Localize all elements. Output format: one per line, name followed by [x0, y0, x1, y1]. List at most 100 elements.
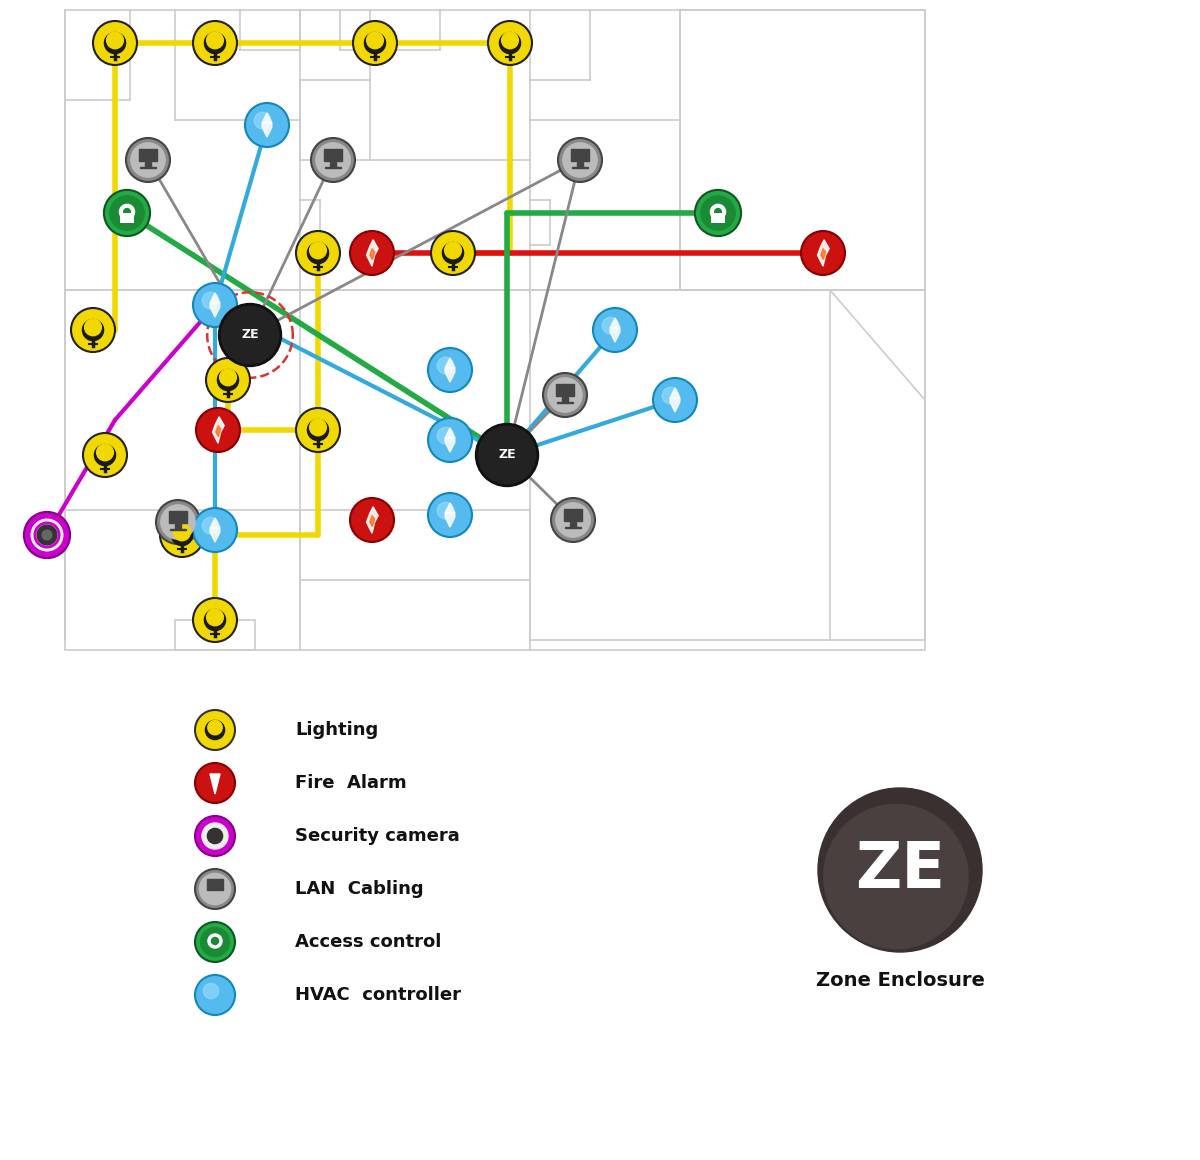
Circle shape — [296, 408, 340, 452]
Bar — [120, 213, 133, 223]
Circle shape — [203, 517, 218, 534]
Polygon shape — [366, 507, 378, 534]
Circle shape — [203, 292, 218, 309]
Circle shape — [802, 231, 845, 275]
Text: ZE: ZE — [498, 449, 516, 462]
Circle shape — [662, 387, 679, 404]
Circle shape — [823, 804, 968, 949]
Polygon shape — [210, 303, 220, 317]
Circle shape — [37, 525, 56, 545]
Circle shape — [94, 21, 137, 65]
Polygon shape — [262, 123, 272, 137]
Circle shape — [542, 374, 587, 416]
Polygon shape — [210, 528, 220, 542]
Circle shape — [563, 143, 598, 177]
Circle shape — [316, 143, 350, 177]
Circle shape — [558, 138, 602, 182]
Circle shape — [196, 408, 240, 452]
Circle shape — [204, 984, 218, 999]
Circle shape — [502, 32, 518, 49]
Circle shape — [208, 720, 222, 734]
Bar — [563, 397, 568, 403]
Circle shape — [204, 32, 226, 53]
Polygon shape — [210, 292, 220, 303]
Circle shape — [296, 231, 340, 275]
Circle shape — [95, 444, 115, 465]
Circle shape — [818, 788, 982, 952]
Polygon shape — [370, 515, 374, 527]
Circle shape — [437, 502, 454, 519]
Circle shape — [194, 869, 235, 909]
Circle shape — [367, 32, 383, 49]
Circle shape — [350, 498, 394, 542]
Bar — [324, 148, 342, 161]
Bar — [139, 167, 156, 168]
Circle shape — [245, 103, 289, 147]
Text: Security camera: Security camera — [295, 827, 460, 844]
Text: LAN  Cabling: LAN Cabling — [295, 880, 424, 898]
Polygon shape — [670, 387, 680, 398]
Circle shape — [311, 138, 355, 182]
Circle shape — [193, 599, 238, 641]
Circle shape — [205, 720, 224, 740]
Circle shape — [161, 505, 196, 539]
Circle shape — [194, 763, 235, 803]
Polygon shape — [445, 428, 455, 437]
Circle shape — [31, 520, 62, 551]
Circle shape — [431, 231, 475, 275]
Circle shape — [104, 32, 126, 53]
Polygon shape — [610, 328, 620, 342]
Circle shape — [653, 378, 697, 422]
Text: Fire  Alarm: Fire Alarm — [295, 774, 407, 792]
Circle shape — [126, 138, 170, 182]
Text: Zone Enclosure: Zone Enclosure — [816, 971, 984, 989]
Circle shape — [204, 609, 226, 631]
Circle shape — [83, 319, 103, 341]
Circle shape — [193, 508, 238, 552]
Circle shape — [593, 309, 637, 351]
Circle shape — [104, 190, 150, 237]
Circle shape — [428, 493, 472, 537]
Polygon shape — [216, 426, 221, 436]
Circle shape — [701, 196, 736, 230]
Circle shape — [85, 319, 101, 335]
Circle shape — [202, 822, 228, 849]
Circle shape — [71, 309, 115, 351]
Circle shape — [220, 304, 281, 365]
Polygon shape — [370, 248, 374, 260]
Circle shape — [307, 242, 329, 263]
Bar — [325, 167, 341, 168]
Circle shape — [193, 283, 238, 327]
Text: ZE: ZE — [241, 328, 259, 341]
Polygon shape — [445, 503, 455, 513]
Polygon shape — [445, 437, 455, 452]
Circle shape — [443, 242, 463, 263]
Polygon shape — [821, 248, 826, 260]
Circle shape — [437, 427, 454, 444]
Circle shape — [310, 419, 326, 436]
Circle shape — [428, 348, 472, 392]
Bar — [169, 529, 186, 530]
Bar — [145, 162, 151, 167]
Circle shape — [194, 710, 235, 751]
Circle shape — [350, 231, 394, 275]
Circle shape — [353, 21, 397, 65]
Polygon shape — [210, 774, 220, 793]
Polygon shape — [445, 513, 455, 527]
Polygon shape — [445, 368, 455, 382]
Circle shape — [42, 530, 52, 539]
Circle shape — [110, 196, 144, 230]
Polygon shape — [366, 240, 378, 266]
Circle shape — [194, 815, 235, 856]
Circle shape — [365, 32, 385, 53]
Bar — [556, 384, 575, 397]
Circle shape — [428, 418, 472, 462]
Circle shape — [206, 358, 250, 403]
Circle shape — [310, 242, 326, 259]
Circle shape — [220, 369, 236, 386]
Circle shape — [254, 113, 271, 129]
Text: Lighting: Lighting — [295, 722, 378, 739]
Bar — [565, 527, 581, 528]
Circle shape — [556, 502, 590, 537]
Circle shape — [437, 357, 454, 374]
